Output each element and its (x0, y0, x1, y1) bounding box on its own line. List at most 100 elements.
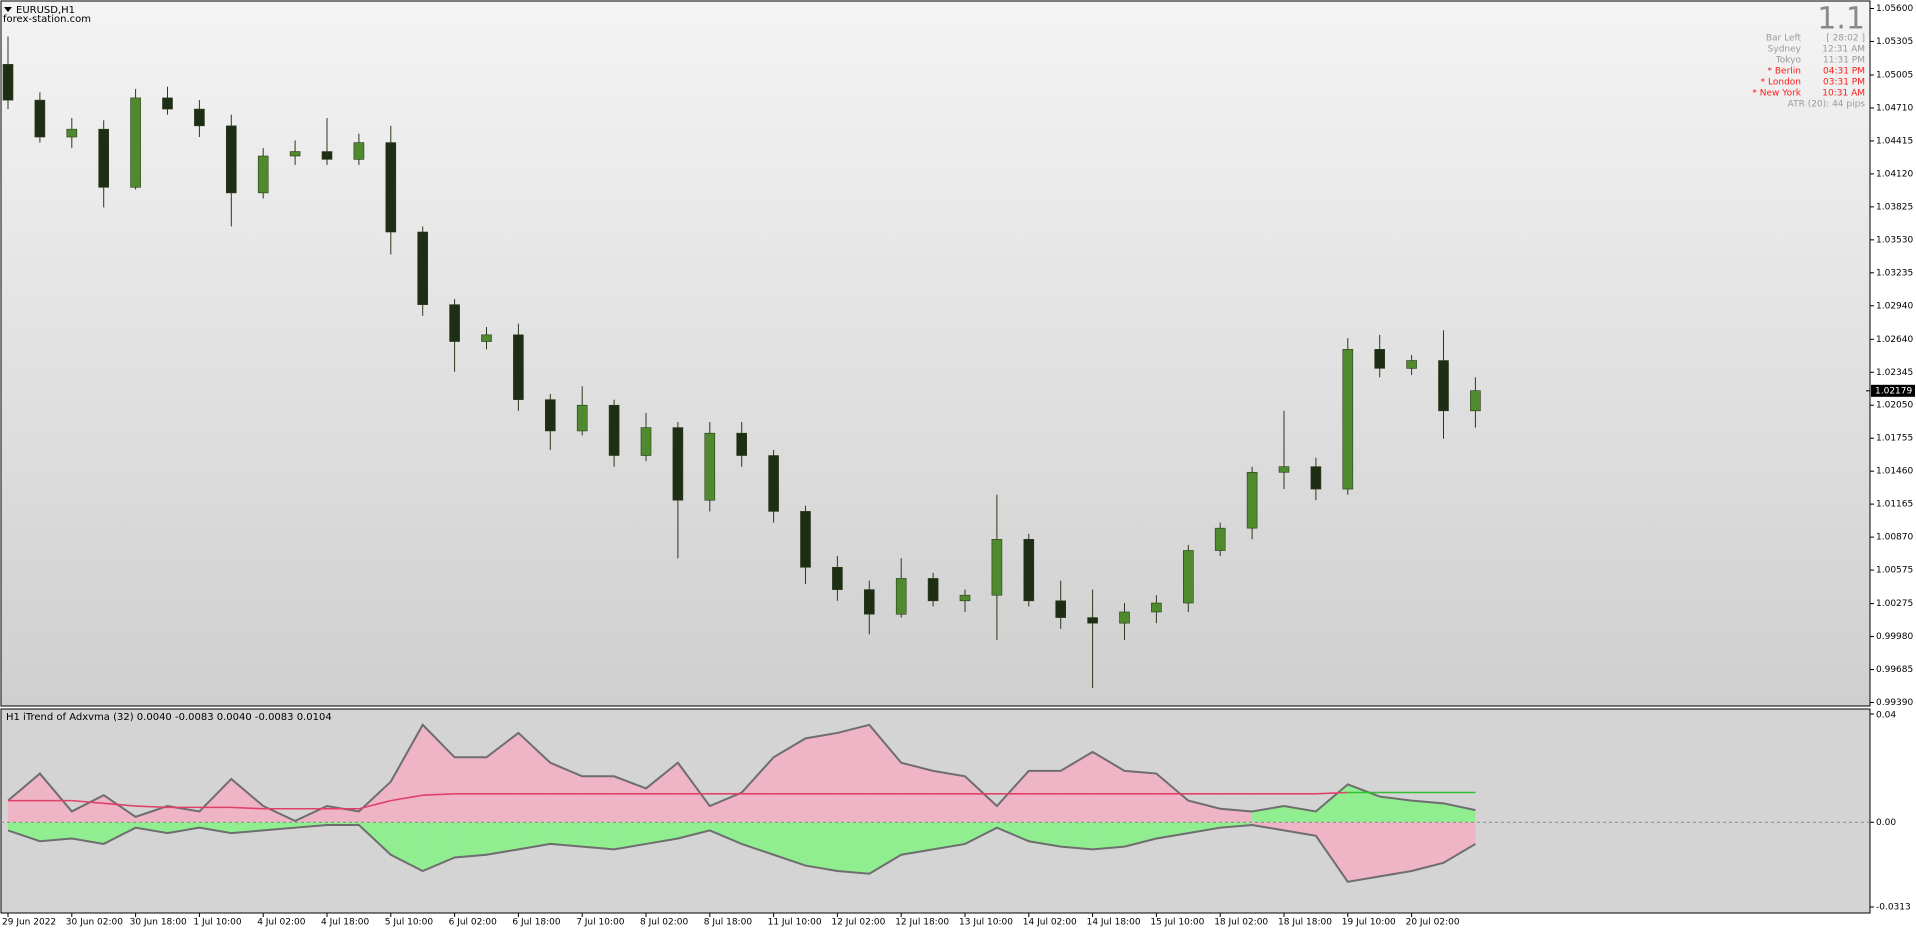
info-label: Bar Left (1766, 34, 1802, 44)
y-tick-label: 1.04120 (1876, 169, 1913, 179)
signal-line (1315, 791, 1348, 795)
x-tick-label: 4 Jul 18:00 (321, 918, 370, 928)
y-tick-label: 0.04 (1876, 711, 1896, 721)
candle-body (991, 539, 1003, 596)
x-tick-label: 8 Jul 02:00 (640, 918, 689, 928)
x-tick-label: 30 Jun 18:00 (130, 918, 187, 928)
area-fill (39, 773, 72, 823)
area-fill (741, 757, 774, 823)
area-fill (709, 822, 742, 844)
area-fill (135, 822, 168, 834)
area-fill (1443, 803, 1476, 823)
x-tick-label: 29 Jun 2022 (2, 918, 56, 928)
candle-body (98, 128, 109, 188)
area-fill (1252, 806, 1284, 823)
info-value: 12:31 AM (1822, 45, 1865, 55)
candle-body (1278, 466, 1290, 473)
area-fill (741, 822, 774, 855)
candle-body (385, 142, 397, 233)
area-fill (8, 773, 40, 823)
x-tick-label: 19 Jul 10:00 (1342, 918, 1396, 928)
symbol-menu[interactable] (4, 7, 12, 12)
candle-body (194, 108, 205, 127)
candle-body (640, 427, 652, 456)
y-tick-label: 1.05005 (1876, 70, 1913, 80)
info-label: Tokyo (1775, 56, 1802, 66)
area-fill (1060, 822, 1093, 850)
x-tick-label: 18 Jul 02:00 (1214, 918, 1268, 928)
y-tick-label: 1.04710 (1876, 103, 1913, 113)
y-tick-label: 1.02050 (1876, 401, 1913, 411)
area-fill (805, 822, 838, 871)
area-fill (869, 822, 902, 874)
candle-body (1438, 360, 1449, 412)
area-fill (518, 822, 551, 850)
candle-body (704, 432, 716, 501)
info-label: * New York (1752, 89, 1801, 99)
area-fill (646, 822, 678, 844)
candle-body (449, 304, 460, 342)
x-tick-label: 7 Jul 10:00 (576, 918, 625, 928)
area-fill (837, 822, 870, 874)
candle-body (576, 404, 588, 432)
candle-body (1023, 539, 1035, 602)
area-fill (518, 732, 551, 823)
area-fill (167, 806, 200, 823)
y-tick-label: 0.99980 (1876, 632, 1913, 642)
area-fill (996, 822, 1029, 842)
area-fill (965, 776, 997, 823)
y-tick-label: 1.03235 (1876, 268, 1913, 278)
y-tick-label: 0.99390 (1876, 698, 1913, 708)
area-fill (933, 770, 965, 823)
candle-body (257, 155, 269, 194)
candle-body (1119, 611, 1130, 624)
big-label: 1.1 (1817, 2, 1865, 37)
candle-body (800, 511, 811, 568)
info-label: Sydney (1768, 45, 1802, 55)
candle-body (1055, 600, 1066, 618)
candle-body (1151, 602, 1162, 613)
x-tick-label: 8 Jul 18:00 (704, 918, 753, 928)
x-tick-label: 18 Jul 18:00 (1278, 918, 1332, 928)
area-fill (1156, 822, 1189, 839)
area-fill (646, 762, 678, 823)
area-fill (103, 822, 136, 844)
y-tick-label: 1.01165 (1876, 500, 1913, 510)
candle-body (226, 125, 237, 194)
y-tick-label: 1.05305 (1876, 37, 1913, 47)
candle-body (1246, 471, 1258, 529)
area-fill (103, 795, 136, 823)
area-fill (199, 778, 232, 823)
area-fill (1092, 822, 1125, 850)
area-fill (486, 822, 519, 855)
area-fill (1284, 806, 1316, 823)
area-fill (199, 822, 232, 834)
area-fill (231, 778, 264, 823)
x-tick-label: 6 Jul 02:00 (449, 918, 498, 928)
candle-body (1310, 466, 1322, 490)
area-fill (1220, 808, 1253, 823)
area-fill (901, 822, 934, 855)
y-tick-label: 1.04415 (1876, 136, 1913, 146)
candle-body (544, 399, 556, 432)
candle-body (66, 128, 78, 138)
y-tick-label: 1.03825 (1876, 202, 1913, 212)
area-fill (805, 732, 838, 823)
info-value: 10:31 AM (1822, 89, 1865, 99)
info-value: 03:31 PM (1823, 78, 1865, 88)
area-fill (1284, 822, 1316, 836)
area-fill (1315, 822, 1348, 882)
area-fill (677, 762, 710, 823)
x-tick-label: 20 Jul 02:00 (1406, 918, 1460, 928)
area-outline (7, 823, 1476, 883)
area-fill (1028, 770, 1061, 823)
candle-body (321, 151, 333, 160)
candle-body (768, 455, 779, 512)
candle-body (1214, 527, 1226, 551)
candle-body (736, 432, 748, 456)
area-fill (614, 822, 646, 850)
signal-line (422, 793, 455, 797)
area-fill (582, 822, 615, 850)
info-label: * Berlin (1768, 67, 1801, 77)
last-price-box (1871, 384, 1915, 397)
